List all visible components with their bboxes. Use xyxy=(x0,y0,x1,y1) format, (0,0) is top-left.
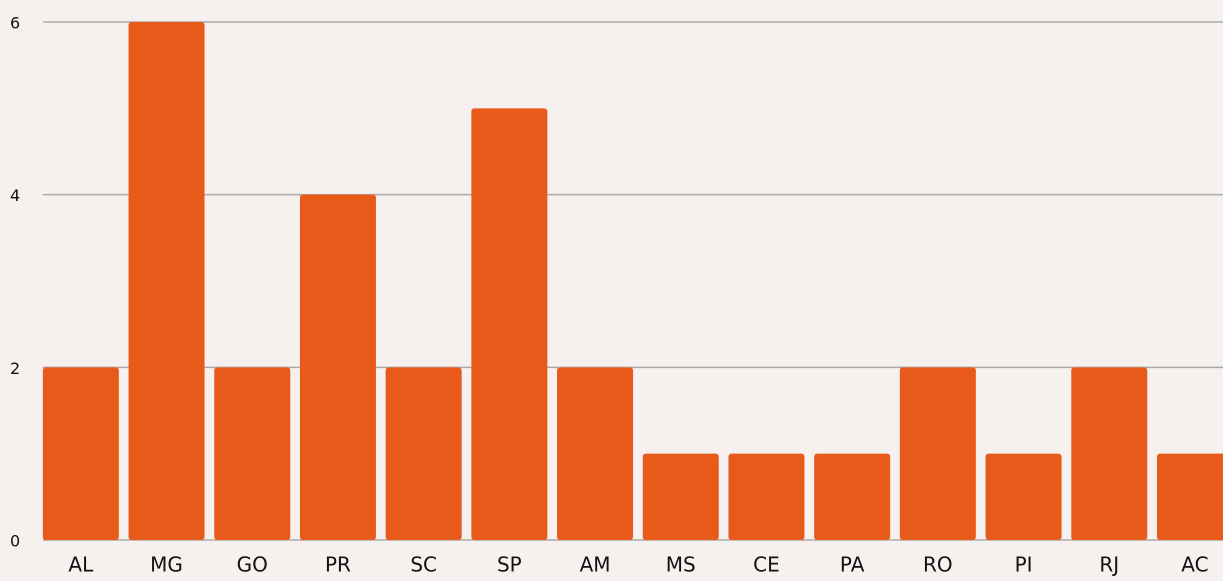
x-tick-label: RO xyxy=(923,553,953,577)
bar xyxy=(642,453,719,540)
bar xyxy=(557,367,634,540)
x-tick-label: MG xyxy=(150,553,183,577)
x-tick-label: GO xyxy=(237,553,268,577)
x-tick-label: AC xyxy=(1181,553,1208,577)
bar xyxy=(985,453,1062,540)
bar xyxy=(299,194,376,540)
x-tick-label: PR xyxy=(325,553,351,577)
x-tick-label: MS xyxy=(666,553,696,577)
bar xyxy=(471,108,548,540)
bar xyxy=(385,367,462,540)
y-tick-label: 6 xyxy=(10,14,20,33)
bar xyxy=(728,453,805,540)
x-tick-label: PA xyxy=(840,553,865,577)
bar xyxy=(214,367,291,540)
y-tick-label: 0 xyxy=(10,532,20,551)
x-tick-label: CE xyxy=(753,553,780,577)
x-tick-label: SP xyxy=(497,553,522,577)
x-tick-label: RJ xyxy=(1099,553,1119,577)
y-tick-label: 2 xyxy=(10,359,20,378)
y-tick-label: 4 xyxy=(10,186,20,205)
x-tick-label: AL xyxy=(68,553,94,577)
x-tick-label: PI xyxy=(1015,553,1033,577)
bar xyxy=(814,453,891,540)
bar xyxy=(128,22,205,540)
bar xyxy=(1156,453,1223,540)
x-tick-label: AM xyxy=(580,553,611,577)
bar xyxy=(1071,367,1148,540)
x-tick-label: SC xyxy=(410,553,437,577)
bar xyxy=(899,367,976,540)
bar xyxy=(42,367,119,540)
